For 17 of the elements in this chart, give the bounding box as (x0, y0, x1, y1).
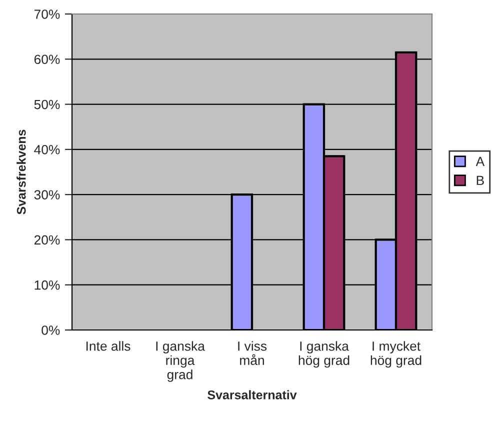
y-tick-label: 10% (34, 280, 60, 290)
y-axis-title: Svarsfrekvens (16, 130, 26, 214)
y-tick-label: 0% (42, 326, 60, 335)
y-tick-label: 50% (34, 100, 60, 110)
y-tick-label: 40% (34, 144, 60, 154)
x-tick-label: Inte alls (86, 341, 130, 351)
x-tick-label: I ganska ringa grad (156, 341, 205, 382)
legend-label: B (476, 176, 484, 185)
y-tick-label: 20% (34, 235, 60, 245)
y-tick-label: 70% (34, 10, 60, 19)
x-tick-label: I ganska hög grad (298, 341, 350, 368)
x-axis-title: Svarsalternativ (208, 390, 297, 400)
x-tick-label: I viss mån (238, 341, 267, 366)
y-tick-label: 60% (34, 54, 60, 64)
legend-label: A (476, 156, 485, 166)
y-tick-label: 30% (34, 190, 60, 200)
x-tick-label: I mycket hög grad (370, 341, 422, 368)
